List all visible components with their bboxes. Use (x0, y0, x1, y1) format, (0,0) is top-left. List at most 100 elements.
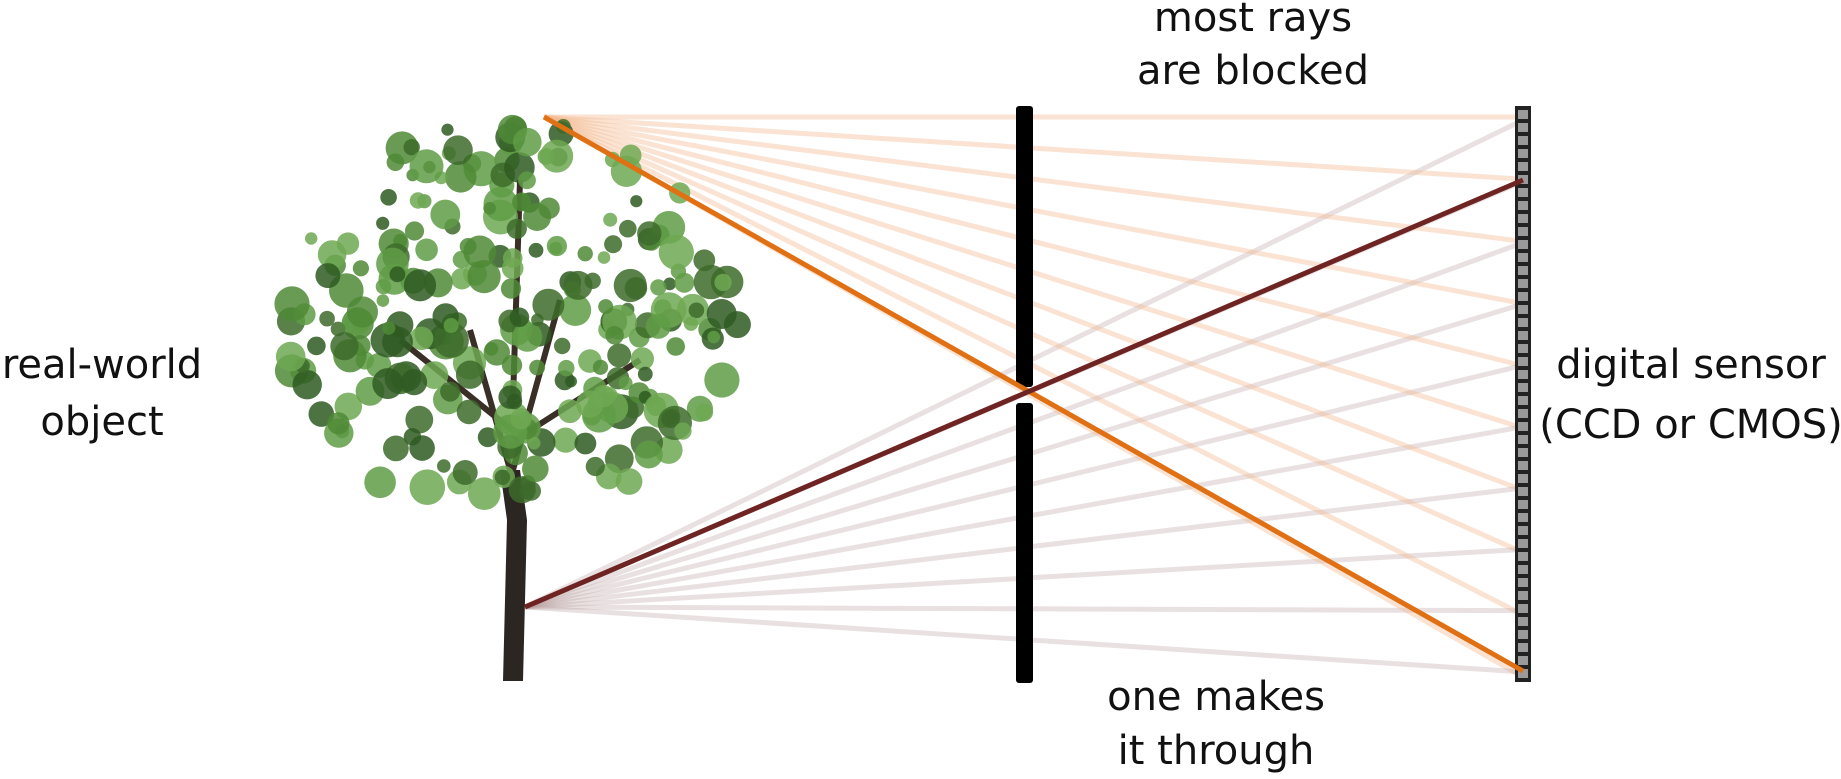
foliage (483, 202, 496, 215)
sensor-pixel (1518, 305, 1528, 314)
faint-ray (543, 114, 1524, 493)
foliage (315, 263, 341, 289)
foliage (420, 361, 449, 389)
foliage (695, 403, 714, 422)
foliage (456, 399, 482, 425)
foliage (319, 310, 335, 327)
foliage (403, 269, 437, 302)
foliage (352, 260, 369, 277)
foliage (634, 440, 663, 469)
foliage (364, 466, 396, 499)
sensor-pixel (1518, 188, 1528, 197)
foliage (523, 203, 552, 231)
foliage (592, 359, 609, 375)
foliage (455, 360, 485, 389)
foliage (527, 436, 541, 450)
sensor-pixel (1518, 669, 1528, 678)
sensor-pixel (1518, 513, 1528, 522)
foliage (484, 342, 499, 356)
barrier-top (1016, 106, 1033, 387)
sensor-frame (1515, 106, 1531, 682)
sensor-pixel (1518, 474, 1528, 483)
sensor (1515, 106, 1531, 682)
sensor-pixel (1518, 357, 1528, 366)
sensor-pixel (1518, 136, 1528, 145)
label-top-2: are blocked (1137, 48, 1369, 94)
sensor-pixel (1518, 344, 1528, 353)
sensor-pixel (1518, 123, 1528, 132)
sensor-pixel (1518, 591, 1528, 600)
sensor-pixel (1518, 162, 1528, 171)
foliage (513, 127, 542, 157)
label-left-2: object (40, 399, 163, 445)
foliage (415, 238, 438, 262)
ray-top (542, 114, 1525, 674)
faint-ray (543, 114, 1524, 431)
foliage (522, 455, 549, 483)
sensor-pixel (1518, 110, 1528, 119)
foliage (693, 264, 729, 300)
foliage (605, 326, 624, 345)
foliage (512, 192, 532, 212)
foliage (618, 376, 633, 391)
foliage (376, 294, 390, 307)
foliage (433, 322, 469, 358)
foliage (292, 370, 322, 400)
sensor-pixel (1518, 175, 1528, 184)
foliage (444, 161, 477, 193)
foliage (409, 149, 444, 184)
ray-bottom (524, 177, 1524, 610)
foliage (510, 408, 532, 430)
foliage (637, 366, 653, 382)
sensor-pixel (1518, 630, 1528, 639)
foliage (598, 299, 614, 315)
foliage (403, 139, 420, 156)
sensor-pixel (1518, 318, 1528, 327)
main-rays (524, 114, 1525, 674)
foliage (307, 336, 326, 356)
foliage (666, 337, 685, 356)
foliage (330, 332, 359, 361)
sensor-pixel (1518, 617, 1528, 626)
faint-ray (543, 114, 1524, 244)
foliage (546, 235, 568, 257)
foliage (604, 235, 623, 254)
tree (274, 114, 751, 681)
foliage (467, 260, 501, 294)
foliage (518, 171, 536, 190)
foliage (477, 427, 498, 448)
foliage (506, 218, 527, 239)
sensor-pixel (1518, 604, 1528, 613)
foliage (501, 354, 523, 376)
foliage (603, 212, 618, 227)
foliage (437, 459, 451, 473)
foliage (275, 341, 306, 372)
foliage (494, 469, 511, 485)
foliage (563, 270, 593, 300)
foliage (650, 279, 667, 296)
foliage (502, 248, 523, 268)
foliage (574, 432, 597, 455)
foliage (451, 267, 473, 290)
foliage (585, 456, 605, 477)
label-bottom-1: one makes (1107, 674, 1325, 720)
sensor-pixel (1518, 539, 1528, 548)
foliage (452, 460, 478, 485)
foliage (498, 385, 522, 409)
foliage (400, 369, 428, 396)
foliage (336, 232, 360, 255)
sensor-pixel (1518, 292, 1528, 301)
foliage (714, 273, 732, 292)
foliage (558, 359, 575, 377)
foliage (443, 135, 473, 165)
sensor-pixel (1518, 214, 1528, 223)
foliage (630, 347, 655, 371)
sensor-pixel (1518, 266, 1528, 275)
foliage (468, 477, 501, 511)
sensor-pixel (1518, 240, 1528, 249)
sensor-pixel (1518, 643, 1528, 652)
foliage (554, 337, 571, 355)
faint-ray (543, 114, 1524, 182)
sensor-pixel (1518, 422, 1528, 431)
